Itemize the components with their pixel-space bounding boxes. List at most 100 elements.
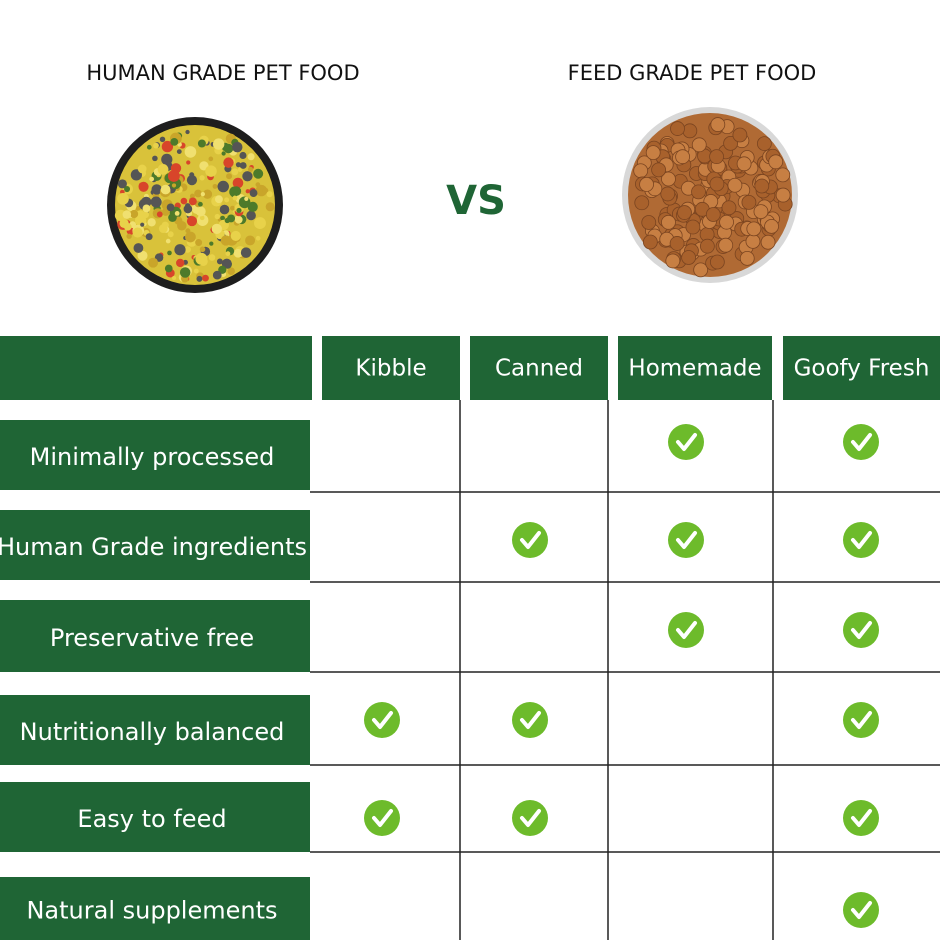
food-bit bbox=[135, 205, 141, 211]
column-header-bg bbox=[618, 336, 772, 400]
kibble-piece bbox=[721, 200, 737, 216]
food-bit bbox=[167, 170, 180, 182]
row-label-bg bbox=[0, 877, 310, 940]
food-bit bbox=[186, 160, 191, 165]
kibble-piece bbox=[775, 167, 791, 183]
header-blank bbox=[0, 336, 312, 400]
food-bit bbox=[233, 248, 243, 258]
kibble-piece bbox=[693, 262, 709, 278]
food-bit bbox=[227, 267, 235, 275]
food-bit bbox=[202, 274, 209, 282]
food-bit bbox=[218, 265, 227, 274]
kibble-piece bbox=[633, 163, 649, 179]
kibble-piece bbox=[718, 237, 734, 253]
kibble-piece bbox=[756, 136, 772, 152]
food-bit bbox=[245, 235, 256, 246]
row-label-bg bbox=[0, 420, 310, 490]
kibble-piece bbox=[670, 121, 685, 136]
kibble-piece bbox=[710, 117, 726, 132]
food-bit bbox=[221, 258, 232, 269]
food-bit bbox=[180, 197, 188, 205]
food-bit bbox=[230, 230, 241, 241]
kibble-piece bbox=[641, 215, 657, 230]
food-bit bbox=[124, 186, 131, 193]
kibble-piece bbox=[760, 234, 776, 250]
food-bit bbox=[197, 139, 206, 148]
food-bit bbox=[223, 157, 234, 168]
food-bit bbox=[219, 204, 230, 215]
food-bit bbox=[217, 180, 229, 193]
food-bit bbox=[177, 221, 187, 231]
food-bit bbox=[240, 247, 252, 258]
food-bit bbox=[242, 171, 253, 182]
food-bit bbox=[255, 182, 261, 188]
kibble-piece bbox=[746, 221, 762, 237]
food-bit bbox=[158, 224, 168, 234]
column-header: Canned bbox=[495, 356, 583, 382]
food-bit bbox=[244, 196, 249, 201]
food-bit bbox=[195, 206, 206, 217]
check-icon bbox=[364, 702, 400, 738]
check-tick bbox=[520, 531, 541, 549]
food-bit bbox=[186, 175, 198, 186]
food-bit bbox=[212, 270, 222, 280]
row-label-bg bbox=[0, 600, 310, 672]
food-bit bbox=[211, 223, 222, 235]
food-bit bbox=[160, 184, 171, 195]
check-icon bbox=[843, 702, 879, 738]
food-bit bbox=[152, 155, 158, 162]
food-bit bbox=[137, 164, 147, 174]
food-bit bbox=[179, 267, 191, 278]
check-icon bbox=[512, 702, 548, 738]
kibble-piece bbox=[634, 195, 650, 211]
kibble-piece bbox=[699, 238, 715, 254]
kibble-piece bbox=[639, 177, 654, 192]
row-label: Natural supplements bbox=[26, 897, 277, 925]
check-circle bbox=[668, 522, 704, 558]
food-bit bbox=[195, 239, 203, 247]
food-bit bbox=[117, 193, 129, 205]
food-bit bbox=[184, 246, 191, 253]
food-bit bbox=[255, 235, 261, 241]
kibble-piece bbox=[709, 149, 724, 165]
food-bit bbox=[167, 231, 174, 238]
food-bit bbox=[224, 217, 230, 224]
kibble-piece bbox=[682, 123, 698, 139]
food-bit bbox=[255, 184, 268, 197]
food-bit bbox=[225, 251, 231, 257]
food-bit bbox=[141, 196, 152, 208]
kibble-piece bbox=[739, 250, 755, 266]
kibble-piece bbox=[764, 218, 779, 234]
food-bit bbox=[146, 144, 152, 150]
food-bit bbox=[145, 233, 153, 241]
row-label: Human Grade ingredients bbox=[0, 533, 307, 561]
food-bit bbox=[254, 217, 266, 230]
food-bit bbox=[208, 254, 216, 261]
check-tick bbox=[520, 711, 541, 729]
food-bit bbox=[208, 156, 214, 162]
food-bit bbox=[130, 169, 142, 181]
food-bit bbox=[188, 197, 197, 206]
food-bit bbox=[166, 203, 175, 212]
check-icon bbox=[843, 522, 879, 558]
food-bit bbox=[223, 143, 234, 154]
check-tick bbox=[851, 621, 872, 639]
food-bit bbox=[214, 213, 221, 220]
food-bit bbox=[189, 193, 195, 199]
kibble-piece bbox=[651, 162, 666, 178]
food-bit bbox=[262, 187, 269, 194]
kibble-piece bbox=[691, 184, 706, 200]
row-label-bg bbox=[0, 510, 310, 580]
food-bit bbox=[196, 275, 203, 282]
food-bit bbox=[226, 173, 233, 180]
food-bit bbox=[119, 218, 129, 228]
kibble-piece bbox=[727, 177, 743, 193]
row-label: Preservative free bbox=[50, 624, 254, 652]
check-circle bbox=[668, 612, 704, 648]
column-header: Kibble bbox=[355, 356, 426, 382]
food-bit bbox=[170, 137, 179, 146]
kibble-piece bbox=[642, 234, 658, 250]
food-bit bbox=[265, 202, 275, 212]
